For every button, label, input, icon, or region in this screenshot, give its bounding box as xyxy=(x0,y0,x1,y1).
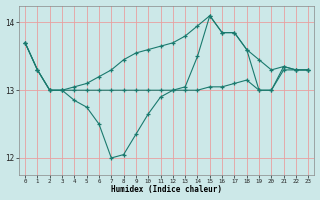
X-axis label: Humidex (Indice chaleur): Humidex (Indice chaleur) xyxy=(111,185,222,194)
